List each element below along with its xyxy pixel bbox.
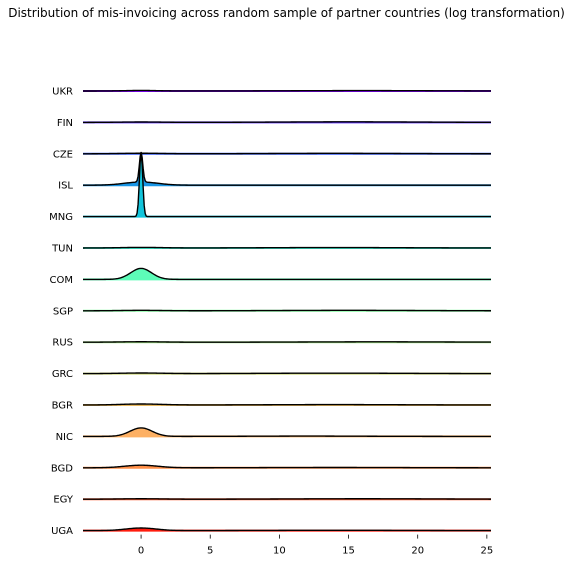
ridge-nic: NIC: [56, 427, 491, 443]
ridge-label-tun: TUN: [51, 244, 73, 255]
ridge-egy: EGY: [53, 495, 491, 506]
ridge-label-egy: EGY: [53, 495, 74, 506]
ridge-label-bgd: BGD: [51, 463, 73, 474]
ridge-mng: MNG: [49, 152, 491, 223]
ridge-label-cze: CZE: [53, 149, 73, 160]
ridge-line-uga: [83, 527, 491, 532]
ridge-cze: CZE: [53, 149, 491, 160]
ridge-rus: RUS: [52, 338, 491, 349]
x-tick-label: 10: [273, 546, 286, 557]
ridge-uga: UGA: [51, 526, 491, 537]
x-tick-label: 5: [207, 546, 213, 557]
x-tick-label: 25: [480, 546, 493, 557]
ridge-fill-nic: [83, 427, 491, 437]
chart-title: Distribution of mis-invoicing across ran…: [8, 6, 565, 20]
ridge-label-sgp: SGP: [53, 306, 73, 317]
x-tick-label: 20: [411, 546, 424, 557]
ridge-line-mng: [83, 152, 491, 218]
ridge-label-ukr: UKR: [52, 87, 73, 98]
ridge-line-bgd: [83, 464, 491, 469]
ridge-label-mng: MNG: [49, 212, 73, 223]
ridge-line-cze: [83, 152, 491, 155]
ridge-line-tun: [83, 246, 491, 249]
ridge-com: COM: [50, 267, 491, 286]
ridge-line-fin: [83, 121, 491, 124]
ridge-label-uga: UGA: [51, 526, 73, 537]
ridge-line-ukr: [83, 89, 491, 92]
ridge-bgd: BGD: [51, 463, 491, 474]
ridge-label-rus: RUS: [52, 338, 73, 349]
x-tick-label: 15: [342, 546, 355, 557]
ridge-line-isl: [83, 151, 491, 186]
ridges-group: UKR FIN CZE ISL MNG TUN COM SGP RUS GRC BGR NIC BGD E…: [49, 87, 492, 537]
ridge-isl: ISL: [58, 151, 491, 192]
ridge-label-fin: FIN: [57, 118, 73, 129]
ridge-line-grc: [83, 372, 491, 375]
x-axis: 0 5 10 15 20 25: [138, 534, 493, 557]
ridge-label-grc: GRC: [52, 369, 73, 380]
ridge-grc: GRC: [52, 369, 491, 380]
ridge-label-bgr: BGR: [52, 401, 73, 412]
ridge-line-nic: [83, 427, 491, 438]
ridge-ukr: UKR: [52, 87, 491, 98]
ridge-label-isl: ISL: [58, 181, 73, 192]
ridge-sgp: SGP: [53, 306, 492, 317]
ridge-fin: FIN: [57, 118, 491, 129]
ridge-fill-com: [83, 268, 491, 280]
ridge-label-com: COM: [50, 275, 73, 286]
ridge-label-nic: NIC: [56, 432, 73, 443]
ridge-line-com: [83, 267, 491, 281]
ridge-tun: TUN: [51, 244, 491, 255]
x-tick-label: 0: [138, 546, 144, 557]
ridge-fill-isl: [83, 152, 491, 186]
ridge-bgr: BGR: [52, 401, 491, 412]
ridge-line-bgr: [83, 403, 491, 406]
